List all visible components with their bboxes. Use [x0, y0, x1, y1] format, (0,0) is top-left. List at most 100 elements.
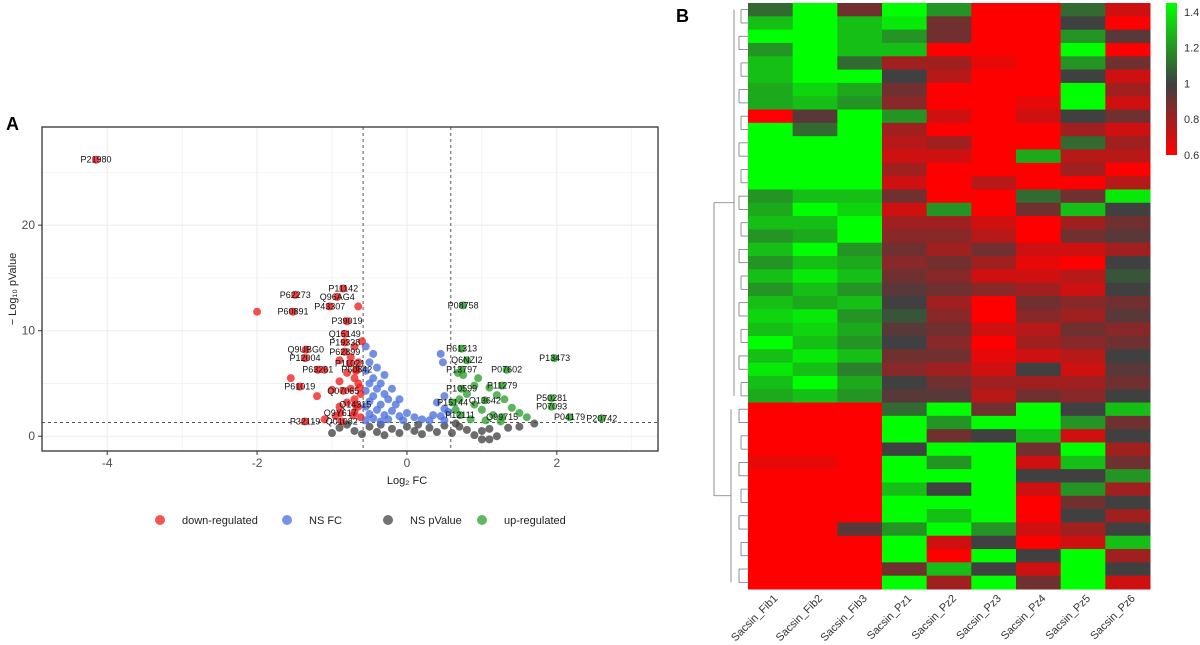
point-nsfc	[387, 406, 396, 415]
point-down	[320, 415, 329, 424]
point-up	[474, 374, 483, 383]
heatmap-cell	[748, 296, 794, 310]
heatmap-cell	[1016, 176, 1062, 190]
labeled-point-up	[547, 394, 556, 403]
heatmap-cell	[1105, 522, 1151, 537]
heatmap-cell	[792, 202, 838, 217]
heatmap-cell	[1016, 256, 1062, 270]
heatmap-cell	[926, 549, 972, 563]
point-label: P63261	[302, 365, 333, 375]
heatmap-cell	[971, 109, 1017, 124]
colorbar: 1.4 1.2 1 0.8 0.6	[1166, 3, 1199, 162]
point-down	[356, 413, 365, 422]
labeled-point-down	[352, 365, 361, 374]
heatmap-cell	[792, 455, 838, 470]
heatmap-cell	[971, 482, 1017, 497]
point-down	[343, 368, 352, 377]
heatmap-cell	[837, 29, 883, 44]
heatmap-cell	[748, 522, 794, 537]
heatmap-cell	[837, 216, 883, 230]
heatmap-cell	[837, 575, 883, 590]
labeled-point-up	[456, 411, 465, 420]
point-nsp	[492, 432, 501, 441]
point-label: P39019	[331, 316, 362, 326]
heatmap-cell	[748, 56, 794, 71]
heatmap-cell	[837, 415, 883, 430]
y-axis-title: − Log₁₀ pValue	[7, 253, 19, 326]
heatmap-cell	[748, 389, 794, 404]
heatmap-cell	[1016, 469, 1062, 483]
colorbar-scale	[1166, 3, 1177, 155]
point-label: P32119	[290, 416, 320, 426]
heatmap-cell	[926, 149, 972, 164]
heatmap-cell	[882, 122, 928, 137]
heatmap-cell	[792, 189, 838, 204]
labeled-point-down	[295, 382, 304, 391]
heatmap-cell	[1105, 349, 1151, 364]
heatmap-cell	[837, 69, 883, 84]
labeled-point-up	[597, 414, 606, 423]
heatmap-cell	[792, 96, 838, 111]
point-up	[462, 390, 471, 399]
heatmap-cell	[971, 509, 1017, 523]
heatmap-cell	[1016, 562, 1062, 577]
column-label: Sacsin_Fib1	[729, 593, 780, 644]
heatmap-cell	[1060, 162, 1106, 177]
heatmap-cell	[882, 415, 928, 430]
heatmap-cell	[971, 522, 1017, 537]
heatmap-cell	[1105, 375, 1151, 390]
heatmap-cell	[882, 109, 928, 124]
heatmap-cell	[971, 56, 1017, 71]
point-up	[451, 405, 460, 414]
y-tick-label: 10	[22, 324, 36, 338]
point-nsfc	[372, 363, 381, 372]
point-nsfc	[365, 379, 374, 388]
point-nsfc	[440, 392, 449, 401]
point-down	[335, 377, 344, 386]
heatmap-cell	[926, 349, 972, 364]
heatmap-cell	[1016, 296, 1062, 310]
heatmap-cell	[792, 429, 838, 443]
heatmap-cell	[1016, 389, 1062, 404]
heatmap-cell	[926, 69, 972, 84]
heatmap-cell	[748, 415, 794, 430]
heatmap-cell	[1105, 256, 1151, 270]
point-label: P43307	[314, 301, 345, 311]
heatmap-cell	[926, 522, 972, 537]
labeled-point-down	[325, 302, 334, 311]
heatmap-cell	[882, 535, 928, 550]
heatmap-cell	[1016, 96, 1062, 111]
heatmap-cell	[1060, 402, 1106, 417]
heatmap-cell	[1016, 189, 1062, 204]
heatmap-cell	[882, 189, 928, 204]
labeled-point-down	[301, 345, 310, 354]
heatmap-cell	[926, 482, 972, 497]
heatmap-cell	[882, 216, 928, 230]
panel-label-a: A	[6, 114, 19, 134]
heatmap-cell	[971, 69, 1017, 84]
heatmap-cell	[1016, 282, 1062, 297]
heatmap-cell	[971, 242, 1017, 257]
point-label: Q07065	[327, 386, 359, 396]
heatmap-cell	[792, 3, 838, 17]
heatmap-cell	[971, 335, 1017, 350]
heatmap-cell	[882, 69, 928, 84]
point-nsp	[477, 426, 486, 435]
heatmap-cell	[748, 322, 794, 337]
heatmap-cell	[748, 562, 794, 577]
heatmap-cell	[926, 269, 972, 284]
legend-key-up	[477, 515, 487, 525]
heatmap-cell	[882, 549, 928, 563]
point-label: P61313	[446, 344, 477, 354]
heatmap-cell	[882, 42, 928, 57]
heatmap-cell	[1016, 375, 1062, 390]
heatmap-cell	[1105, 562, 1151, 577]
heatmap-cell	[926, 176, 972, 190]
heatmap-cell	[1016, 242, 1062, 257]
heatmap-cell	[971, 535, 1017, 550]
heatmap-cell	[748, 242, 794, 257]
heatmap-cell	[837, 162, 883, 177]
heatmap-cell	[926, 216, 972, 230]
point-nsp	[328, 429, 337, 438]
point-label: P20742	[586, 413, 617, 423]
